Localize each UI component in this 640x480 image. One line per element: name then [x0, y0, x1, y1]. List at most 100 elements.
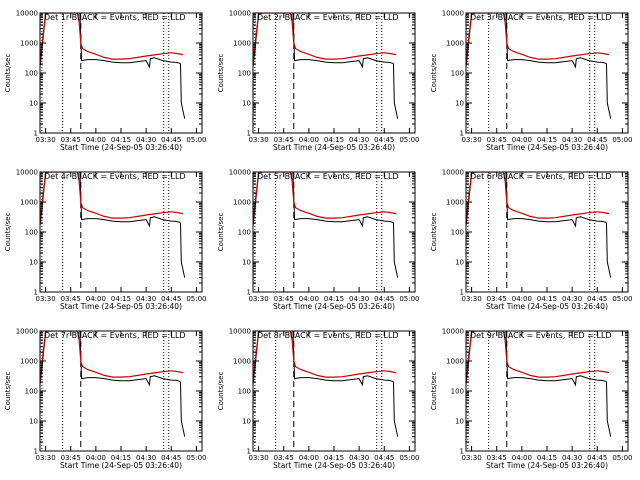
events-series-line — [466, 331, 612, 437]
x-tick-label: 04:30 — [136, 136, 156, 144]
x-axis-label: Start Time (24-Sep-05 03:26:40) — [60, 461, 182, 470]
panel-det-2: 03:30 03:45 04:00 04:15 04:30 04:45 05:00 1 10 10… — [217, 10, 420, 153]
y-tick-label: 10000 — [229, 10, 251, 18]
y-tick-label: 10000 — [442, 169, 464, 177]
x-tick-label: 04:30 — [136, 295, 156, 303]
x-tick-label: 03:45 — [61, 136, 81, 144]
x-tick-label: 05:00 — [186, 295, 206, 303]
y-tick-label: 10 — [455, 100, 464, 108]
events-series-line — [40, 172, 186, 278]
events-series-line — [40, 331, 186, 437]
panel-title: Det 3r BLACK = Events, RED = LLD — [470, 13, 612, 22]
x-tick-label: 04:45 — [374, 454, 394, 462]
x-tick-label: 04:15 — [537, 136, 557, 144]
x-tick-label: 04:00 — [299, 136, 319, 144]
x-tick-label: 04:00 — [299, 454, 319, 462]
panel-det-9: 03:30 03:45 04:00 04:15 04:30 04:45 05:00 1 10 10… — [430, 328, 633, 471]
x-tick-label: 04:15 — [324, 454, 344, 462]
y-tick-label: 10000 — [229, 169, 251, 177]
plot-frame — [252, 12, 416, 134]
x-tick-label: 04:30 — [349, 136, 369, 144]
y-tick-label: 1000 — [446, 358, 464, 366]
y-tick-label: 1 — [34, 289, 38, 297]
lld-series-line — [466, 13, 610, 66]
x-tick-label: 04:30 — [562, 295, 582, 303]
lld-series-line — [253, 331, 397, 384]
x-tick-label: 04:15 — [111, 454, 131, 462]
x-tick-label: 04:00 — [512, 136, 532, 144]
events-series-line — [253, 331, 399, 437]
x-tick-label: 04:45 — [161, 295, 181, 303]
x-tick-label: 03:45 — [487, 454, 507, 462]
events-series-line — [466, 172, 612, 278]
x-tick-label: 04:00 — [86, 136, 106, 144]
y-tick-label: 1000 — [20, 199, 38, 207]
y-tick-label: 10 — [455, 418, 464, 426]
plot-frame — [39, 330, 203, 452]
x-tick-label: 04:45 — [374, 295, 394, 303]
y-tick-label: 1 — [34, 130, 38, 138]
x-tick-label: 04:45 — [374, 136, 394, 144]
x-tick-label: 04:00 — [299, 295, 319, 303]
y-tick-label: 1000 — [446, 199, 464, 207]
x-tick-label: 03:30 — [461, 454, 481, 462]
panel-det-5: 03:30 03:45 04:00 04:15 04:30 04:45 05:00 1 10 10… — [217, 169, 420, 312]
y-tick-label: 1 — [247, 448, 251, 456]
x-tick-label: 04:15 — [324, 136, 344, 144]
y-tick-label: 1000 — [233, 40, 251, 48]
panel-title: Det 6r BLACK = Events, RED = LLD — [470, 172, 612, 181]
x-tick-label: 04:45 — [587, 136, 607, 144]
x-tick-label: 04:15 — [111, 295, 131, 303]
panel-title: Det 8r BLACK = Events, RED = LLD — [257, 331, 399, 340]
x-tick-label: 04:00 — [512, 454, 532, 462]
y-tick-label: 1 — [460, 289, 464, 297]
y-tick-label: 1000 — [446, 40, 464, 48]
y-axis-label: Counts/sec — [430, 372, 438, 411]
x-tick-label: 04:15 — [324, 295, 344, 303]
x-tick-label: 04:45 — [587, 295, 607, 303]
x-tick-label: 03:30 — [35, 454, 55, 462]
y-tick-label: 10 — [242, 418, 251, 426]
x-tick-label: 04:45 — [161, 136, 181, 144]
lld-series-line — [253, 13, 397, 66]
x-tick-label: 03:30 — [248, 136, 268, 144]
y-tick-label: 10000 — [442, 10, 464, 18]
y-tick-label: 1000 — [233, 199, 251, 207]
x-tick-label: 04:30 — [136, 454, 156, 462]
x-tick-label: 05:00 — [186, 454, 206, 462]
panel-title: Det 1r BLACK = Events, RED = LLD — [44, 13, 186, 22]
events-series-line — [253, 172, 399, 278]
x-axis-label: Start Time (24-Sep-05 03:26:40) — [486, 461, 608, 470]
plot-frame — [252, 330, 416, 452]
panel-det-4: 03:30 03:45 04:00 04:15 04:30 04:45 05:00 1 10 10… — [4, 169, 207, 312]
y-tick-label: 100 — [25, 388, 38, 396]
x-tick-label: 04:00 — [86, 454, 106, 462]
y-tick-label: 10000 — [16, 10, 38, 18]
x-tick-label: 03:45 — [274, 295, 294, 303]
panel-title: Det 4r BLACK = Events, RED = LLD — [44, 172, 186, 181]
y-tick-label: 1000 — [20, 40, 38, 48]
y-tick-label: 10 — [455, 259, 464, 267]
y-tick-label: 10 — [29, 100, 38, 108]
x-tick-label: 03:45 — [274, 136, 294, 144]
x-tick-label: 05:00 — [186, 136, 206, 144]
x-axis-label: Start Time (24-Sep-05 03:26:40) — [273, 302, 395, 311]
y-tick-label: 10 — [242, 100, 251, 108]
plot-frame — [465, 171, 629, 293]
x-axis-label: Start Time (24-Sep-05 03:26:40) — [273, 461, 395, 470]
x-tick-label: 04:15 — [537, 295, 557, 303]
events-series-line — [40, 13, 186, 119]
panel-title: Det 5r BLACK = Events, RED = LLD — [257, 172, 399, 181]
y-axis-label: Counts/sec — [217, 372, 225, 411]
x-tick-label: 04:30 — [562, 136, 582, 144]
x-tick-label: 04:00 — [512, 295, 532, 303]
lld-series-line — [466, 172, 610, 225]
x-tick-label: 05:00 — [399, 295, 419, 303]
y-tick-label: 100 — [238, 388, 251, 396]
y-axis-label: Counts/sec — [217, 213, 225, 252]
events-series-line — [466, 13, 612, 119]
y-axis-label: Counts/sec — [217, 54, 225, 93]
x-tick-label: 04:30 — [562, 454, 582, 462]
lld-series-line — [40, 13, 184, 66]
x-axis-label: Start Time (24-Sep-05 03:26:40) — [486, 143, 608, 152]
